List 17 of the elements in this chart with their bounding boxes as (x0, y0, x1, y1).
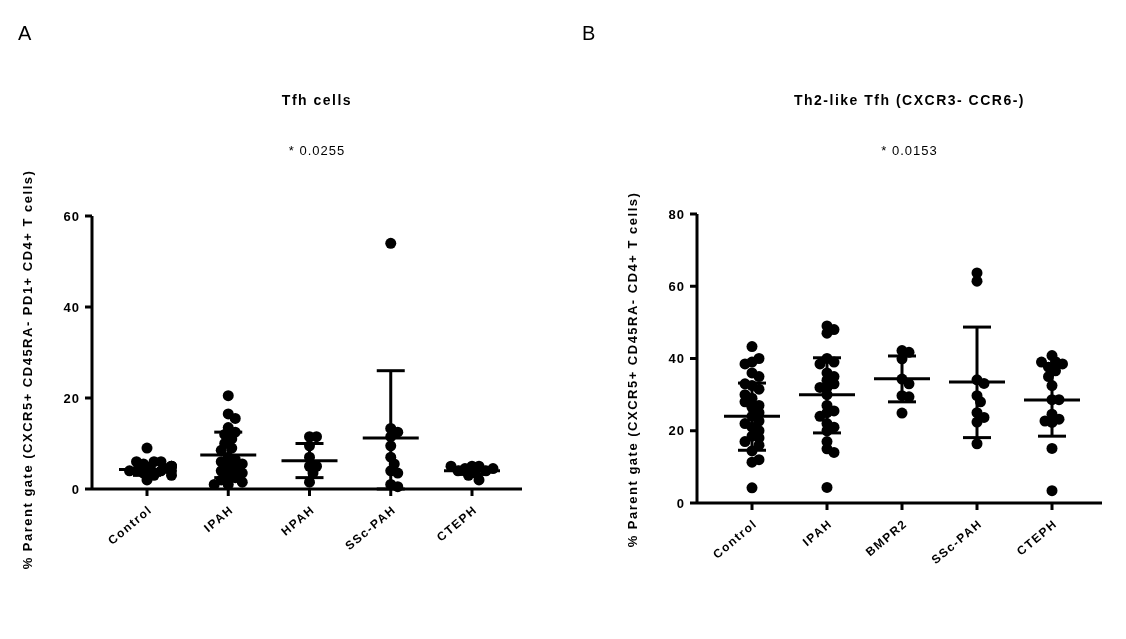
text: * 0.0153 (881, 143, 938, 158)
y-tick-label: 80 (668, 206, 685, 222)
y-axis-title: % Parent gate (CXCR5+ CD45RA- CD4+ T cells) (625, 191, 640, 548)
y-axis-title: % Parent gate (CXCR5+ CD45RA- PD1+ CD4+ T cells) (20, 169, 35, 570)
y-tick-label: 60 (668, 278, 685, 294)
y-tick-label: 20 (63, 390, 80, 406)
y-tick-label: 60 (63, 208, 80, 224)
y-tick-label: 40 (668, 351, 685, 367)
text: * 0.0255 (288, 143, 346, 158)
y-tick-label: 20 (668, 423, 685, 439)
text: B (582, 22, 596, 44)
y-tick-label: 0 (71, 481, 80, 497)
text: A (18, 22, 32, 44)
y-tick-label: 40 (63, 299, 80, 315)
chart-title: Tfh cells (281, 92, 353, 108)
y-tick-label: 0 (676, 495, 685, 511)
chart-title: Th2-like Tfh (CXCR3- CCR6-) (793, 92, 1026, 108)
